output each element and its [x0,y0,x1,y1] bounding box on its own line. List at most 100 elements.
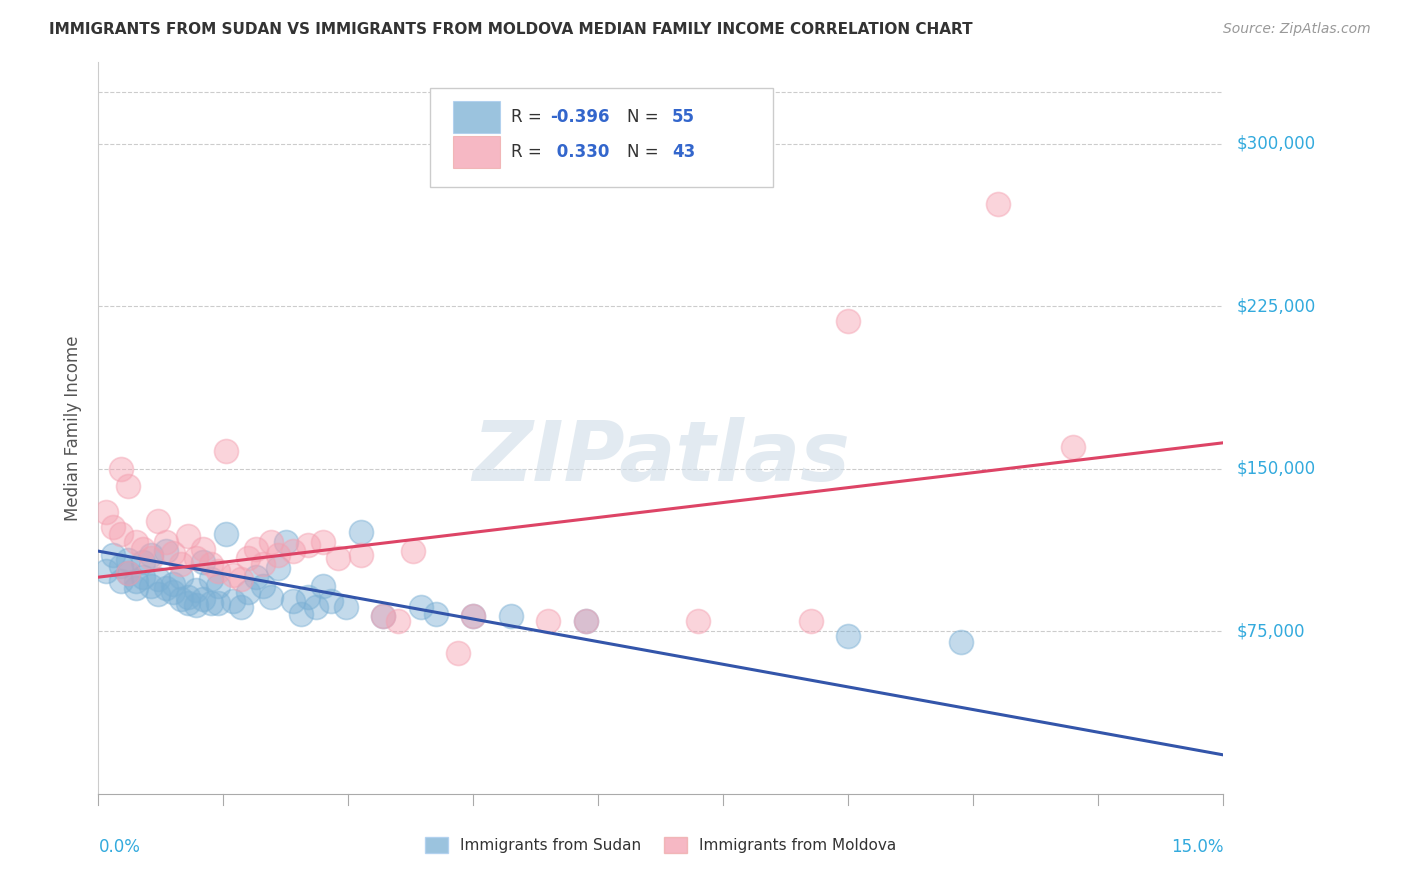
Point [184,550,207,565]
Text: 0.330: 0.330 [551,144,609,161]
Point [252,579,274,593]
Point [297,538,319,552]
Point [229,572,252,586]
Point [463,609,485,624]
Point [132,570,155,584]
Point [425,607,447,621]
Point [1062,440,1084,454]
Point [463,609,485,624]
Text: 55: 55 [672,108,695,127]
Point [117,566,139,580]
Point [177,529,200,543]
Point [162,585,184,599]
Point [184,583,207,598]
Text: R =: R = [512,144,547,161]
Point [155,581,177,595]
Point [575,614,598,628]
Point [139,579,162,593]
Y-axis label: Median Family Income: Median Family Income [65,335,83,521]
Point [837,629,859,643]
Point [373,609,395,624]
Point [207,579,229,593]
Point [110,462,132,476]
Point [200,572,222,586]
Point [328,550,350,565]
Point [170,591,193,606]
Text: $225,000: $225,000 [1237,297,1316,315]
Text: $150,000: $150,000 [1237,459,1316,478]
Point [193,591,215,606]
Point [537,614,560,628]
Legend: Immigrants from Sudan, Immigrants from Moldova: Immigrants from Sudan, Immigrants from M… [419,831,903,859]
Point [207,564,229,578]
Point [125,535,148,549]
Point [132,555,155,569]
Point [283,594,305,608]
Point [260,590,283,604]
Point [949,635,972,649]
Text: ZIPatlas: ZIPatlas [472,417,849,498]
Point [193,555,215,569]
Point [260,535,283,549]
Point [409,600,432,615]
Point [290,607,312,621]
Point [117,553,139,567]
Point [987,197,1010,211]
Point [184,599,207,613]
Point [245,570,267,584]
Point [274,535,297,549]
Point [200,557,222,571]
Point [125,581,148,595]
Point [148,514,170,528]
Point [215,444,238,458]
Point [207,596,229,610]
Point [319,594,342,608]
FancyBboxPatch shape [453,101,501,134]
Point [193,541,215,556]
Point [267,561,290,575]
Point [350,524,373,539]
Point [110,574,132,589]
Point [155,535,177,549]
Point [110,526,132,541]
Text: R =: R = [512,108,547,127]
Point [350,549,373,563]
Point [148,587,170,601]
Point [387,614,409,628]
Point [155,544,177,558]
Point [103,520,125,534]
Point [312,579,335,593]
Text: $300,000: $300,000 [1237,135,1316,153]
Point [283,544,305,558]
Point [177,596,200,610]
Point [110,559,132,574]
Point [305,600,328,615]
Text: N =: N = [627,108,664,127]
Point [170,570,193,584]
Point [148,572,170,586]
Point [252,557,274,571]
Point [132,541,155,556]
Point [222,568,245,582]
Point [117,479,139,493]
Point [297,590,319,604]
Point [499,609,522,624]
Point [103,549,125,563]
Point [94,564,117,578]
Point [267,549,290,563]
Point [238,585,260,599]
Point [215,526,238,541]
Point [94,505,117,519]
Text: $75,000: $75,000 [1237,623,1306,640]
Point [335,600,357,615]
Point [162,576,184,591]
Text: 0.0%: 0.0% [98,838,141,855]
Point [837,314,859,328]
Text: 15.0%: 15.0% [1171,838,1223,855]
Text: 43: 43 [672,144,696,161]
Point [402,544,425,558]
Point [373,609,395,624]
Point [139,549,162,563]
Point [447,646,470,660]
Point [238,550,260,565]
